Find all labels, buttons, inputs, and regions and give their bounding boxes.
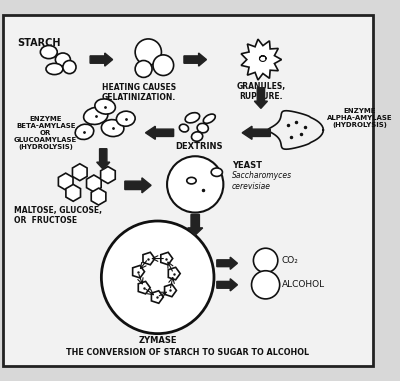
Polygon shape: [217, 257, 238, 269]
Polygon shape: [241, 39, 282, 80]
Polygon shape: [143, 252, 155, 265]
Polygon shape: [152, 291, 163, 303]
Ellipse shape: [40, 45, 57, 59]
FancyBboxPatch shape: [3, 14, 372, 367]
Text: ALCOHOL: ALCOHOL: [282, 280, 325, 289]
Text: THE CONVERSION OF STARCH TO SUGAR TO ALCOHOL: THE CONVERSION OF STARCH TO SUGAR TO ALC…: [66, 348, 309, 357]
Polygon shape: [101, 166, 115, 184]
Circle shape: [153, 55, 174, 75]
Ellipse shape: [211, 168, 222, 176]
Ellipse shape: [46, 63, 63, 75]
Polygon shape: [146, 126, 174, 139]
Polygon shape: [97, 149, 110, 170]
Text: YEAST: YEAST: [232, 161, 262, 170]
Polygon shape: [217, 279, 238, 291]
Text: ENZYME
ALPHA-AMYLASE
(HYDROLYSIS): ENZYME ALPHA-AMYLASE (HYDROLYSIS): [327, 108, 392, 128]
Circle shape: [167, 156, 223, 213]
Ellipse shape: [116, 111, 135, 126]
Circle shape: [135, 39, 162, 65]
Polygon shape: [90, 53, 113, 66]
Ellipse shape: [203, 114, 215, 123]
Polygon shape: [184, 53, 206, 66]
Text: HEATING CAUSES
GELATINIZATION.: HEATING CAUSES GELATINIZATION.: [102, 83, 176, 102]
Ellipse shape: [179, 124, 188, 132]
Polygon shape: [161, 252, 173, 265]
Text: STARCH: STARCH: [17, 38, 60, 48]
Ellipse shape: [101, 120, 124, 136]
Polygon shape: [254, 88, 268, 108]
Polygon shape: [125, 178, 151, 193]
Polygon shape: [164, 284, 176, 297]
Ellipse shape: [192, 132, 203, 141]
Ellipse shape: [84, 107, 108, 125]
Text: GRANULES,
RUPTURE.: GRANULES, RUPTURE.: [236, 82, 286, 101]
Ellipse shape: [75, 124, 94, 139]
Text: Saccharomyces
cerevisiae: Saccharomyces cerevisiae: [232, 171, 292, 190]
Ellipse shape: [55, 53, 70, 66]
Polygon shape: [58, 173, 73, 190]
Ellipse shape: [63, 61, 76, 74]
Polygon shape: [91, 188, 106, 205]
Text: MALTOSE, GLUCOSE,
OR  FRUCTOSE: MALTOSE, GLUCOSE, OR FRUCTOSE: [14, 206, 102, 226]
Circle shape: [254, 248, 278, 273]
Circle shape: [135, 61, 152, 77]
Polygon shape: [66, 184, 80, 201]
Circle shape: [101, 221, 214, 334]
Polygon shape: [133, 266, 144, 278]
Text: DEXTRINS: DEXTRINS: [175, 142, 223, 151]
Ellipse shape: [185, 113, 200, 123]
Polygon shape: [242, 126, 270, 139]
Ellipse shape: [197, 123, 208, 133]
Polygon shape: [86, 175, 101, 192]
Text: ZYMASE: ZYMASE: [138, 336, 177, 344]
Ellipse shape: [187, 178, 196, 184]
Ellipse shape: [95, 99, 115, 114]
Circle shape: [252, 271, 280, 299]
Polygon shape: [168, 267, 180, 280]
Text: CO₂: CO₂: [282, 256, 298, 265]
Polygon shape: [188, 215, 203, 235]
Polygon shape: [138, 282, 150, 294]
Text: ENZYME
BETA-AMYLASE
OR
GLUCOAMYLASE
(HYDROLYSIS): ENZYME BETA-AMYLASE OR GLUCOAMYLASE (HYD…: [14, 116, 77, 150]
Polygon shape: [72, 164, 87, 181]
